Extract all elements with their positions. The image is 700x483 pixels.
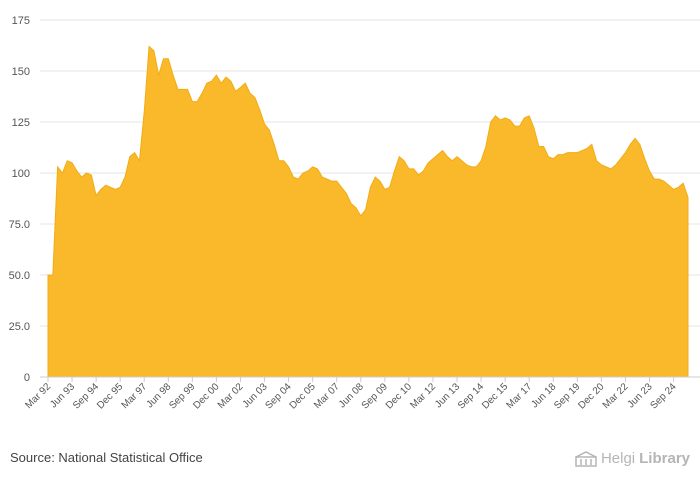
- x-tick-label: Mar 02: [216, 381, 246, 411]
- y-tick-label: 50.0: [9, 270, 30, 282]
- x-tick-label: Mar 22: [601, 381, 631, 411]
- y-tick-label: 25.0: [9, 321, 30, 333]
- x-tick-label: Dec 10: [384, 381, 414, 411]
- y-tick-label: 100: [12, 168, 30, 180]
- area-series: [47, 45, 689, 378]
- y-tick-label: 0: [24, 372, 30, 384]
- x-tick-label: Mar 17: [505, 381, 535, 411]
- y-tick-label: 125: [12, 117, 30, 129]
- building-icon: [575, 450, 597, 467]
- x-tick-label: Dec 15: [480, 381, 510, 411]
- y-axis-tick-labels: 0 25.0 50.0 75.0 100 125 150 175: [9, 15, 30, 384]
- y-tick-label: 175: [12, 15, 30, 27]
- brand-name-light: Helgi: [600, 450, 636, 467]
- x-tick-label: Dec 95: [95, 381, 125, 411]
- x-tick-label: Mar 92: [23, 381, 53, 411]
- brand-name-bold: Library: [639, 450, 690, 467]
- x-tick-label: Mar 12: [408, 381, 438, 411]
- y-tick-label: 150: [12, 66, 30, 78]
- x-tick-label: Dec 20: [576, 381, 606, 411]
- x-tick-label: Dec 00: [191, 381, 221, 411]
- helgi-library-logo[interactable]: Helgi Library: [575, 450, 690, 467]
- x-tick-label: Mar 97: [120, 381, 150, 411]
- x-tick-label: Mar 07: [312, 381, 342, 411]
- y-tick-label: 75.0: [9, 219, 30, 231]
- source-note: Source: National Statistical Office: [10, 450, 203, 465]
- x-tick-label: Dec 05: [288, 381, 318, 411]
- x-tick-label: Sep 24: [648, 381, 678, 411]
